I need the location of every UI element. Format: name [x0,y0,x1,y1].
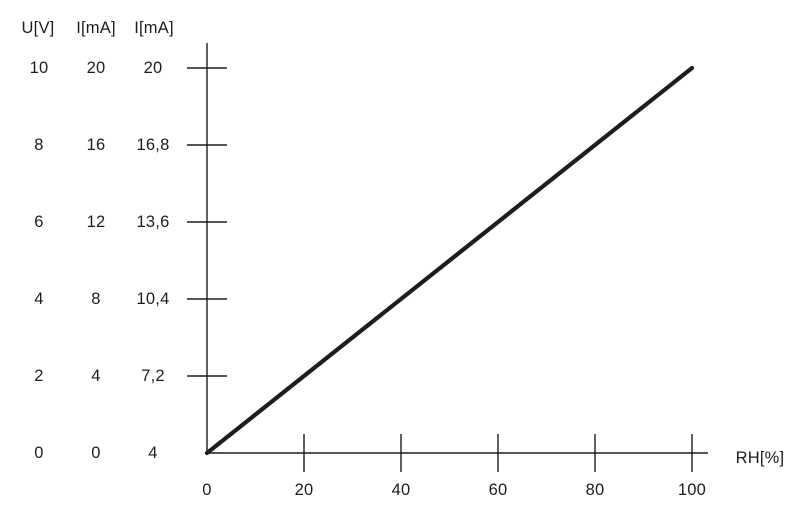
y-tick-label: 6 [34,212,44,231]
y-tick-label: 12 [86,212,106,231]
x-tick-label: 40 [391,480,411,499]
y-tick-label: 20 [143,58,163,77]
x-tick-label: 100 [677,480,707,499]
y-tick-label: 13,6 [136,212,170,231]
y-tick-label: 2 [34,366,44,385]
y-tick-label: 0 [91,443,101,462]
y-tick-label: 16,8 [136,135,170,154]
x-axis-title: RH[%] [735,448,785,467]
y-tick-label: 8 [34,135,44,154]
y-tick-label: 10 [29,58,49,77]
y-tick-label: 0 [34,443,44,462]
y-tick-label: 10,4 [136,289,170,308]
x-tick-label: 0 [202,480,212,499]
x-tick-label: 20 [294,480,314,499]
output-signal-line [204,65,695,456]
x-tick-label: 60 [488,480,508,499]
y-tick-label: 8 [91,289,101,308]
y-tick-label: 4 [34,289,44,308]
y-tick-label: 4 [91,366,101,385]
y-tick-label: 20 [86,58,106,77]
y-axis-header-current-4-20: I[mA] [134,18,174,37]
y-axis-header-current-0-20: I[mA] [76,18,116,37]
y-axis-header-voltage: U[V] [21,18,55,37]
x-tick-label: 80 [585,480,605,499]
y-tick-label: 16 [86,135,106,154]
y-tick-label: 4 [148,443,158,462]
y-tick-label: 7,2 [141,366,165,385]
